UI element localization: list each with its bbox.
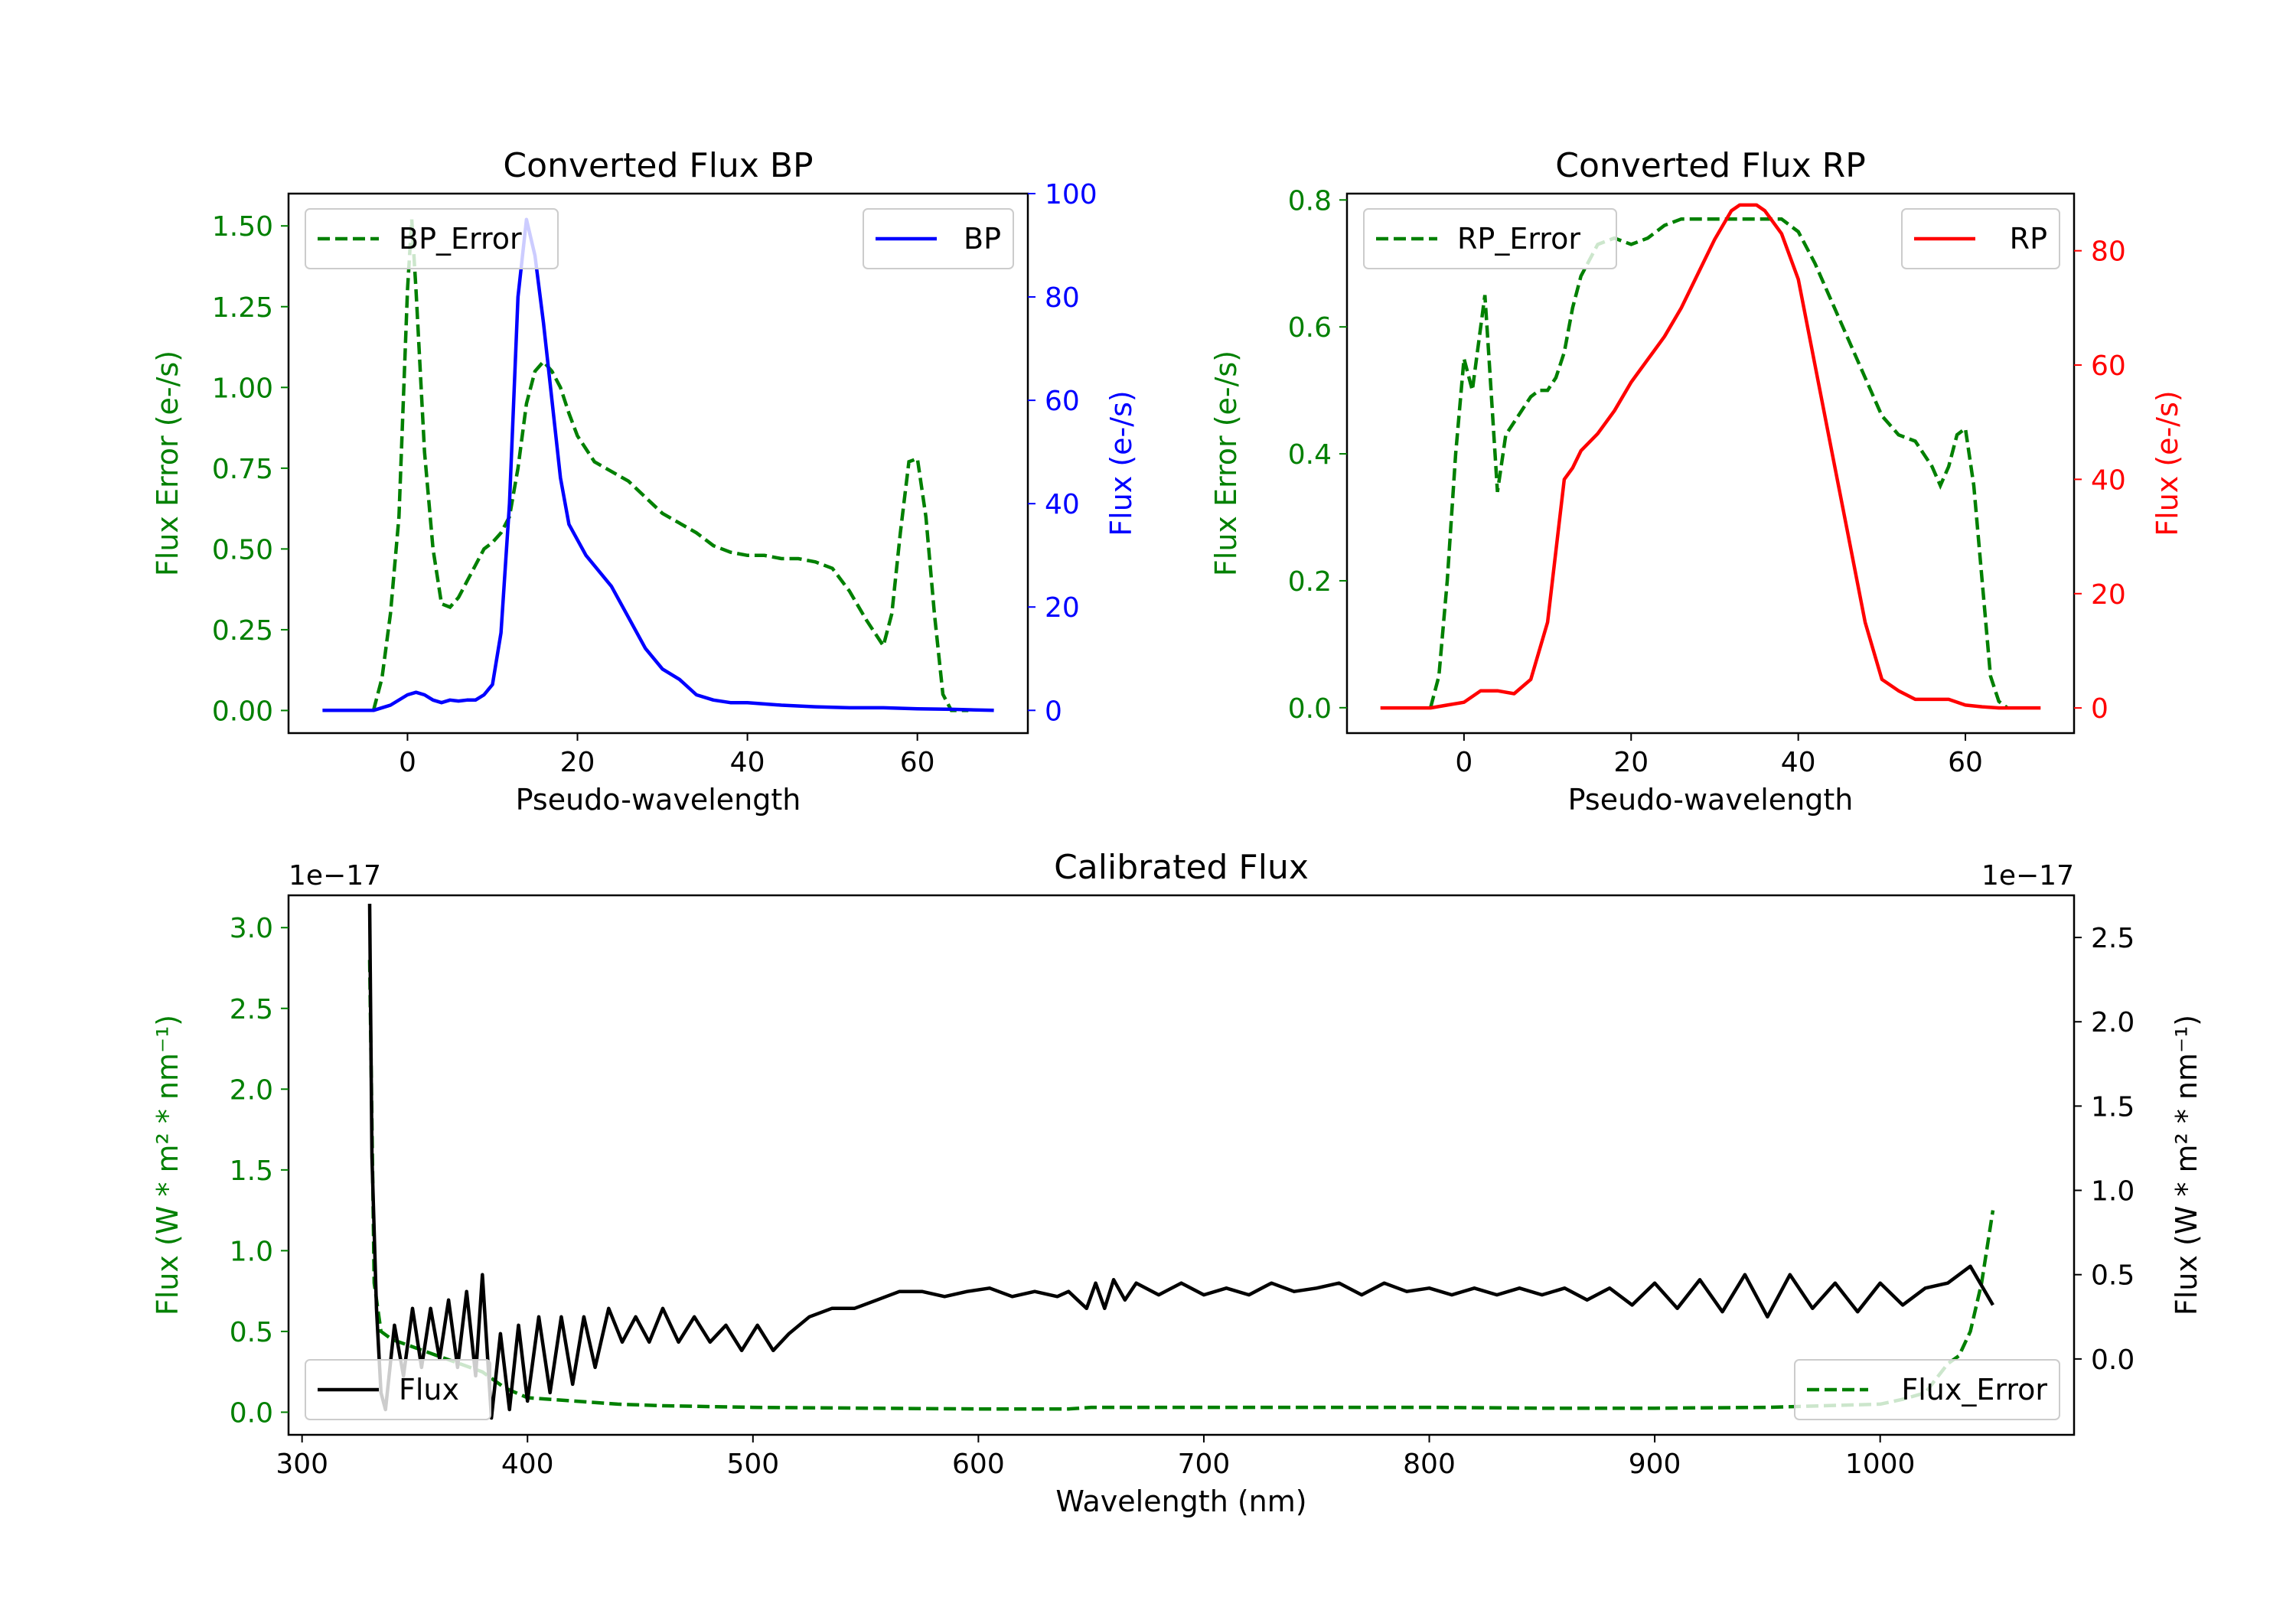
x-tick-label: 700	[1178, 1449, 1231, 1480]
y-right-tick-label: 0.5	[2091, 1260, 2135, 1292]
legend-flux: RP	[1901, 208, 2060, 269]
legend-box	[1901, 208, 2060, 269]
series-line-RP_Error	[1429, 217, 2008, 709]
y-left-tick-label: 0.6	[1288, 312, 1332, 344]
y-left-tick-label: 2.0	[230, 1074, 273, 1106]
legend-box	[1363, 208, 1617, 269]
x-axis-label: Pseudo-wavelength	[516, 783, 801, 817]
x-tick-label: 1000	[1845, 1449, 1916, 1480]
plot-frame	[1345, 192, 2076, 735]
y-left-tick-label: 0.0	[230, 1397, 273, 1429]
x-tick-label: 600	[952, 1449, 1005, 1480]
x-axis-label: Wavelength (nm)	[1055, 1485, 1306, 1518]
x-tick-label: 500	[726, 1449, 779, 1480]
legend-label: BP	[964, 222, 1001, 256]
y-right-tick-label: 80	[2091, 236, 2126, 268]
legend-error: RP_Error	[1363, 208, 1617, 269]
y-right-tick-label: 60	[1045, 386, 1080, 417]
y-right-tick-label: 1.0	[2091, 1176, 2135, 1208]
x-tick-label: 900	[1629, 1449, 1681, 1480]
x-tick-label: 40	[730, 747, 765, 778]
y-left-tick-label: 1.00	[212, 373, 273, 404]
legend-label: RP	[2010, 222, 2047, 256]
y-left-tick-label: 1.25	[212, 292, 273, 324]
legend-flux: Flux	[305, 1359, 491, 1420]
y-left-tick-label: 3.0	[230, 913, 273, 944]
y-right-tick-label: 0	[2091, 693, 2108, 725]
legend-label: Flux_Error	[1901, 1373, 2047, 1407]
y-right-offset-label: 1e−17	[1981, 860, 2074, 892]
y-left-tick-label: 1.5	[230, 1156, 273, 1187]
legend-box	[305, 208, 559, 269]
y-left-tick-label: 0.25	[212, 615, 273, 647]
series-line-Flux_Error	[367, 960, 1995, 1411]
y-right-axis-label: Flux (W * m² * nm⁻¹)	[2170, 1015, 2203, 1315]
chart-panel-2: 300 400 500 600 700 800 900 1000 0.0 0.5 1.0 1.5 2.0…	[151, 848, 2203, 1518]
x-tick-label: 0	[1455, 747, 1473, 778]
y-left-tick-label: 0.00	[212, 696, 273, 727]
y-left-tick-label: 0.2	[1288, 566, 1332, 598]
y-right-tick-label: 20	[2091, 579, 2126, 611]
y-left-tick-label: 0.50	[212, 534, 273, 566]
y-left-tick-label: 0.8	[1288, 185, 1332, 217]
x-axis-label: Pseudo-wavelength	[1568, 783, 1854, 817]
y-left-axis-label: Flux (W * m² * nm⁻¹)	[151, 1015, 184, 1315]
legend-box	[1794, 1359, 2060, 1420]
legend-flux: BP	[863, 208, 1014, 269]
series-line-BP_Error	[371, 219, 969, 712]
chart-title: Calibrated Flux	[1054, 848, 1309, 887]
legend-label: Flux	[399, 1373, 459, 1407]
y-left-tick-label: 0.0	[1288, 693, 1332, 725]
y-left-offset-label: 1e−17	[289, 860, 381, 892]
y-left-tick-label: 2.5	[230, 994, 273, 1025]
chart-title: Converted Flux RP	[1555, 146, 1866, 185]
chart-panel-1: 0 20 40 60 0.0 0.2 0.4 0.6 0.8 0 20 40 60 80 Converted…	[1209, 146, 2184, 817]
y-right-tick-label: 20	[1045, 592, 1080, 624]
series-line-RP	[1380, 203, 2041, 710]
legend-box	[863, 208, 1014, 269]
y-right-tick-label: 0.0	[2091, 1345, 2135, 1376]
y-right-tick-label: 40	[2091, 464, 2126, 496]
x-tick-label: 20	[560, 747, 595, 778]
legend-label: BP_Error	[399, 222, 522, 256]
y-right-tick-label: 1.5	[2091, 1091, 2135, 1123]
x-tick-label: 60	[900, 747, 935, 778]
y-right-tick-label: 80	[1045, 282, 1080, 314]
plot-frame	[287, 192, 1029, 735]
x-tick-label: 400	[501, 1449, 554, 1480]
legend-box	[305, 1359, 491, 1420]
series-line-BP	[322, 217, 994, 712]
y-left-tick-label: 0.4	[1288, 439, 1332, 471]
y-right-tick-label: 2.5	[2091, 923, 2135, 954]
legend-error: BP_Error	[305, 208, 559, 269]
series-line-Flux	[367, 903, 1994, 1420]
chart-panel-0: 0 20 40 60 0.00 0.25 0.50 0.75 1.00 1.25 1.50 0 20 40…	[151, 146, 1138, 817]
y-left-tick-label: 0.75	[212, 454, 273, 485]
y-left-tick-label: 1.0	[230, 1236, 273, 1267]
y-right-tick-label: 2.0	[2091, 1007, 2135, 1038]
x-tick-label: 300	[276, 1449, 328, 1480]
legend-error: Flux_Error	[1794, 1359, 2060, 1420]
x-tick-label: 800	[1403, 1449, 1456, 1480]
chart-title: Converted Flux BP	[503, 146, 813, 185]
x-tick-label: 0	[399, 747, 416, 778]
x-tick-label: 20	[1613, 747, 1649, 778]
y-left-axis-label: Flux Error (e-/s)	[1209, 350, 1243, 576]
y-right-tick-label: 60	[2091, 350, 2126, 382]
legend-label: RP_Error	[1457, 222, 1580, 256]
y-right-tick-label: 40	[1045, 489, 1080, 520]
y-right-axis-label: Flux (e-/s)	[1104, 390, 1138, 536]
y-right-tick-label: 100	[1045, 179, 1097, 210]
y-right-tick-label: 0	[1045, 696, 1062, 727]
y-right-axis-label: Flux (e-/s)	[2151, 390, 2184, 536]
x-tick-label: 60	[1948, 747, 1983, 778]
y-left-axis-label: Flux Error (e-/s)	[151, 350, 184, 576]
plot-frame	[287, 894, 2076, 1436]
y-left-tick-label: 0.5	[230, 1317, 273, 1348]
y-left-tick-label: 1.50	[212, 211, 273, 243]
x-tick-label: 40	[1781, 747, 1816, 778]
